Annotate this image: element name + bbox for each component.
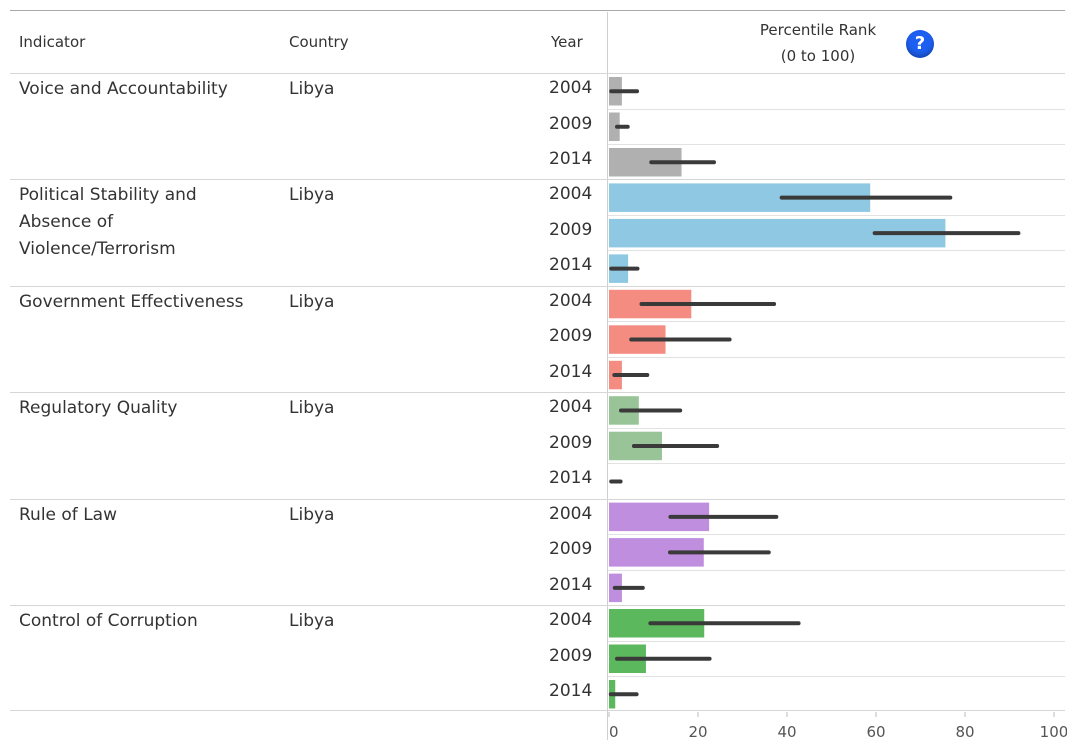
year-label: 2014 xyxy=(549,681,593,701)
row-divider xyxy=(608,321,1065,323)
chart-axis-line xyxy=(607,12,608,740)
year-label: 2014 xyxy=(549,574,593,595)
year-label: 2014 xyxy=(549,468,593,489)
year-label: 2004 xyxy=(549,184,593,205)
year-label: 2014 xyxy=(549,361,593,382)
country-label: Libya xyxy=(289,291,335,312)
row-divider xyxy=(608,144,1065,145)
year-label: 2009 xyxy=(549,432,593,453)
group-divider xyxy=(10,285,1065,287)
group-divider xyxy=(10,73,1065,74)
country-label: Libya xyxy=(289,504,335,525)
header-indicator: Indicator xyxy=(19,33,86,51)
indicator-label: Voice and Accountability xyxy=(19,79,228,99)
x-tick-label: 0 xyxy=(609,723,619,741)
year-label: 2004 xyxy=(549,397,593,418)
indicator-label: Political Stability and Absence of Viole… xyxy=(19,185,197,260)
year-label: 2009 xyxy=(549,326,593,347)
indicator-label: Government Effectiveness xyxy=(19,291,244,312)
country-label: Libya xyxy=(289,185,335,206)
percentile-bar xyxy=(609,112,620,141)
group-divider xyxy=(10,179,1065,181)
row-divider xyxy=(608,463,1065,465)
row-divider xyxy=(608,676,1065,677)
row-divider xyxy=(608,356,1065,358)
country-label: Libya xyxy=(289,611,335,631)
group-divider xyxy=(10,605,1065,606)
row-divider xyxy=(608,427,1065,429)
year-label: 2009 xyxy=(549,219,593,240)
group-divider xyxy=(10,392,1065,394)
header-country: Country xyxy=(289,33,349,51)
x-tick-label: 20 xyxy=(688,723,707,741)
x-tick-label: 80 xyxy=(955,723,974,741)
row-divider xyxy=(608,108,1065,110)
year-label: 2014 xyxy=(549,149,593,169)
row-divider xyxy=(608,569,1065,571)
year-label: 2004 xyxy=(549,290,593,311)
group-divider xyxy=(10,498,1065,500)
year-label: 2009 xyxy=(549,113,593,134)
table-bottom-border xyxy=(10,710,1065,712)
year-label: 2009 xyxy=(549,539,593,560)
indicator-label: Rule of Law xyxy=(19,504,117,525)
year-label: 2004 xyxy=(549,503,593,524)
row-divider xyxy=(608,250,1065,252)
top-border xyxy=(10,10,1065,11)
year-label: 2009 xyxy=(549,645,593,666)
indicator-label: Control of Corruption xyxy=(19,611,198,631)
country-label: Libya xyxy=(289,398,335,419)
x-tick-label: 40 xyxy=(777,723,796,741)
help-icon[interactable]: ? xyxy=(906,30,934,58)
header-year: Year xyxy=(551,33,583,51)
row-divider xyxy=(608,640,1065,642)
header-percentile-rank: Percentile Rank xyxy=(759,21,877,39)
x-tick-label: 60 xyxy=(866,723,885,741)
row-divider xyxy=(608,214,1065,216)
year-label: 2004 xyxy=(549,610,593,630)
header-percentile-range: (0 to 100) xyxy=(780,47,856,65)
row-divider xyxy=(608,534,1065,536)
year-label: 2014 xyxy=(549,255,593,276)
indicator-label: Regulatory Quality xyxy=(19,398,178,419)
x-tick-label: 100 xyxy=(1040,723,1067,741)
country-label: Libya xyxy=(289,79,335,99)
year-label: 2004 xyxy=(549,78,593,98)
